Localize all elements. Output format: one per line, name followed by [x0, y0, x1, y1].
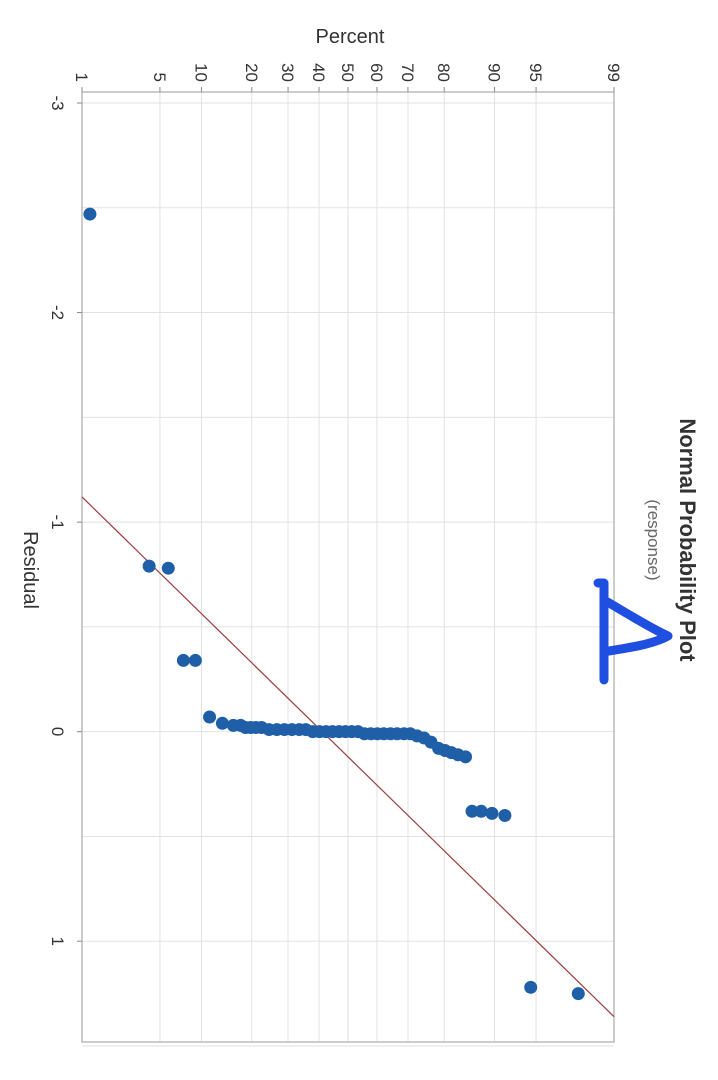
percent-tick-label: 60: [367, 63, 386, 82]
data-point: [498, 808, 512, 822]
chart-title: Normal Probability Plot: [675, 418, 700, 662]
x-axis-title: Residual: [19, 531, 41, 609]
residual-tick-label: 1: [48, 936, 67, 945]
handwritten-annotation: 1: [593, 578, 673, 685]
percent-tick-label: 90: [485, 63, 504, 82]
data-point: [203, 710, 217, 724]
data-point: [142, 559, 156, 573]
percent-tick-label: 10: [191, 63, 210, 82]
residual-tick-label: -3: [48, 95, 67, 110]
data-point: [474, 804, 488, 818]
tick-labels: 1 5 10 20 30 40 50 60 70 80 90 95 99 -3 -2 -1 0 1: [48, 63, 623, 946]
data-point: [188, 653, 202, 667]
percent-tick-label: 80: [434, 63, 453, 82]
data-point: [83, 207, 97, 221]
percent-tick-label: 99: [604, 63, 623, 82]
residual-tick-label: 0: [48, 727, 67, 736]
plot-frame: [81, 91, 615, 1043]
data-point: [176, 653, 190, 667]
grid-lines: [77, 87, 615, 1047]
chart-subtitle: (response): [644, 499, 663, 580]
percent-tick-label: 40: [309, 63, 328, 82]
residual-tick-label: -2: [48, 305, 67, 320]
percent-tick-label: 20: [242, 63, 261, 82]
data-point: [524, 980, 538, 994]
plot-border: [81, 91, 615, 1043]
data-point: [571, 987, 585, 1001]
percent-tick-label: 5: [150, 73, 169, 82]
data-point: [215, 716, 229, 730]
data-point: [161, 561, 175, 575]
annotation-stroke: [599, 595, 673, 657]
fit-line: [81, 496, 615, 1018]
data-points: [83, 207, 585, 1001]
percent-tick-label: 50: [338, 63, 357, 82]
data-point: [459, 750, 473, 764]
residual-tick-label: -1: [48, 515, 67, 530]
data-point: [485, 806, 499, 820]
percent-tick-label: 1: [72, 73, 91, 82]
y-axis-title: Percent: [316, 26, 385, 48]
data-point: [465, 804, 479, 818]
annotation-text: 1: [632, 631, 633, 633]
percent-tick-label: 70: [398, 63, 417, 82]
fit-line-layer: [81, 496, 615, 1018]
percent-tick-label: 95: [526, 63, 545, 82]
percent-tick-label: 30: [278, 63, 297, 82]
